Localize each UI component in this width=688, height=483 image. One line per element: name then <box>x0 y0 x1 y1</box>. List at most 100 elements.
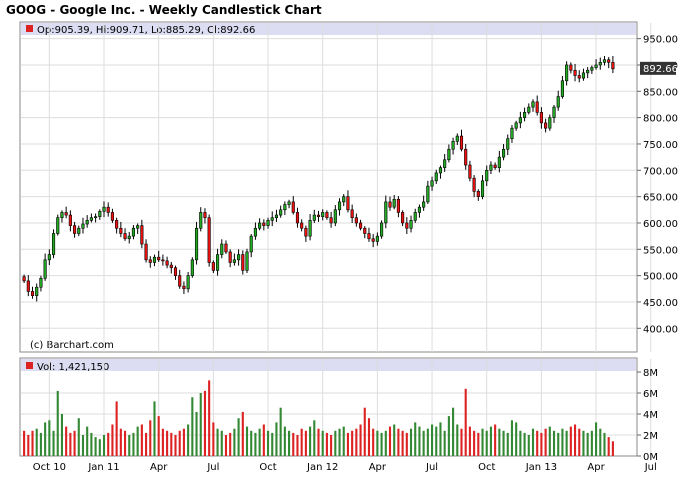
x-tick-label: Jan 13 <box>525 462 557 473</box>
volume-bar <box>60 414 64 456</box>
candle-body <box>241 254 245 271</box>
candle-body <box>115 220 119 229</box>
candle-body <box>144 243 148 261</box>
candle-body <box>237 254 241 261</box>
volume-bar <box>599 428 602 456</box>
candle-body <box>119 227 123 234</box>
price-tick-label: 500.00 <box>643 272 678 283</box>
volume-readout: Vol: 1,421,150 <box>37 362 109 373</box>
volume-bar <box>510 420 514 456</box>
candle-body <box>417 206 421 213</box>
candle-body <box>434 172 438 182</box>
candle-body <box>22 276 26 282</box>
candles <box>22 56 615 302</box>
volume-bar <box>376 430 379 456</box>
volume-bar <box>595 422 598 456</box>
volume-bar <box>565 430 568 456</box>
x-tick-label: Oct 10 <box>33 462 66 473</box>
volume-bar <box>195 411 198 456</box>
candle-body <box>598 62 602 66</box>
volume-bar <box>527 435 530 456</box>
volume-bar <box>355 428 358 456</box>
volume-bar <box>477 432 480 456</box>
volume-bar <box>519 430 522 456</box>
candle-body <box>451 141 455 150</box>
x-tick-label: Jul <box>644 462 657 473</box>
volume-bar <box>468 426 471 456</box>
candle-body <box>157 256 161 261</box>
volume-bar <box>540 432 543 456</box>
volume-axis: 0M 2M 4M 6M 8M <box>637 368 658 463</box>
volume-bar <box>128 435 131 456</box>
volume-bar <box>590 430 593 456</box>
volume-bar <box>65 426 68 456</box>
candle-body <box>131 227 136 237</box>
volume-bar <box>418 426 421 456</box>
volume-legend-swatch <box>26 362 33 369</box>
volume-bar <box>346 432 349 456</box>
candle-body <box>199 212 203 229</box>
price-tick-label: 650.00 <box>643 193 678 204</box>
candle-body <box>39 277 43 288</box>
candle-body <box>464 148 468 166</box>
candle-body <box>266 220 270 226</box>
candle-body <box>102 206 106 212</box>
volume-bar <box>439 422 442 456</box>
volume-bar <box>288 430 291 456</box>
ohlc-readout: Op:905.39, Hi:909.71, Lo:885.29, Cl:892.… <box>37 25 255 36</box>
volume-bar <box>481 428 484 456</box>
price-panel <box>19 21 638 353</box>
candle-body <box>321 212 325 217</box>
volume-bar <box>502 430 505 456</box>
candle-body <box>342 196 346 203</box>
volume-tick-label: 0M <box>643 452 658 463</box>
candle-body <box>300 222 304 229</box>
candle-body <box>602 59 607 63</box>
candle-body <box>552 106 556 118</box>
volume-bar <box>452 407 455 456</box>
volume-bar <box>216 428 219 456</box>
candle-body <box>485 170 489 182</box>
candle-body <box>161 259 165 262</box>
x-axis: Oct 10 Jan 11 Apr Jul Oct Jan 12 Apr Jul Oct Jan … <box>33 462 657 473</box>
volume-bar <box>338 428 341 456</box>
candle-body <box>186 275 190 290</box>
volume-bar <box>86 426 89 456</box>
candle-body <box>518 117 522 124</box>
volume-tick-label: 4M <box>643 410 658 421</box>
candle-body <box>380 222 384 237</box>
volume-bar <box>321 430 324 456</box>
volume-bar <box>552 430 556 456</box>
volume-bar <box>199 393 202 456</box>
candle-body <box>607 59 611 63</box>
volume-bar <box>531 428 535 456</box>
volume-bar <box>149 420 152 456</box>
volume-bar <box>544 428 547 456</box>
candle-body <box>409 220 413 229</box>
candle-body <box>388 201 392 208</box>
candle-body <box>560 80 564 97</box>
volume-bar <box>123 430 127 456</box>
volume-bar <box>35 428 38 456</box>
candle-body <box>354 217 358 224</box>
volume-bar <box>372 428 375 456</box>
candle-body <box>94 216 98 219</box>
volume-bar <box>536 430 539 456</box>
candle-body <box>245 251 249 271</box>
candle-body <box>68 214 72 226</box>
volume-bar <box>203 390 206 456</box>
volume-bar <box>309 426 312 456</box>
candle-body <box>565 64 569 82</box>
volume-bar <box>494 424 497 456</box>
candle-body <box>182 285 186 290</box>
candle-body <box>152 256 157 263</box>
candle-body <box>262 222 266 226</box>
candle-body <box>98 211 102 217</box>
candle-body <box>367 233 371 240</box>
volume-bar <box>409 428 413 456</box>
candle-body <box>232 259 236 263</box>
candle-body <box>211 262 215 271</box>
volume-bar <box>388 426 392 456</box>
candle-body <box>384 201 388 224</box>
last-price-marker: 892.66 <box>640 61 678 75</box>
